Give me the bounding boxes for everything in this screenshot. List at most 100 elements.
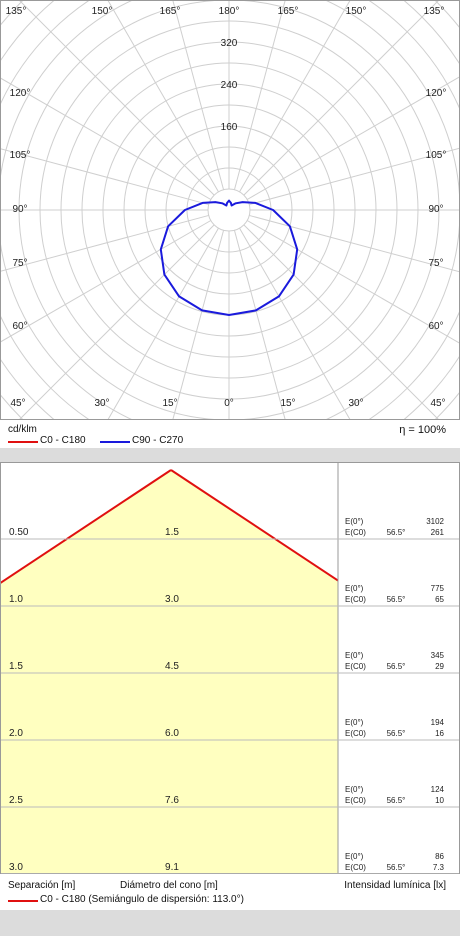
bottom-band — [0, 910, 460, 936]
ec0-label: E(C0) — [345, 729, 366, 738]
ec0-value: 65 — [435, 595, 444, 604]
grid-spoke — [249, 147, 459, 206]
ec0-label: E(C0) — [345, 528, 366, 537]
footer-illuminance-label: Intensidad lumínica [lx] — [344, 880, 446, 891]
angle-label: 60° — [428, 321, 443, 332]
grid-spoke — [249, 214, 459, 273]
diameter-label: 7.6 — [165, 795, 179, 806]
legend-swatch-c90-c270 — [100, 441, 130, 443]
legend-swatch-c0-c180 — [8, 441, 38, 443]
section-separator — [0, 448, 460, 462]
cone-edge-right — [170, 469, 338, 582]
cone-diagram: 0.50 1.5 E(0°) 3102 E(C0) 56.5° 261 1.0 3.0 E(0°)… — [0, 462, 460, 874]
e0-label: E(0°) — [345, 584, 364, 593]
angle-label: 30° — [94, 398, 109, 409]
grid-spoke — [19, 1, 215, 196]
angle-label: 120° — [10, 88, 31, 99]
grid-spoke — [107, 1, 219, 193]
grid-spoke — [107, 227, 219, 419]
angle-label: 165° — [160, 6, 181, 17]
angle-label: 90° — [428, 204, 443, 215]
radial-tick-label: 160 — [221, 122, 238, 133]
e0-label: E(0°) — [345, 651, 364, 660]
radial-tick-label: 320 — [221, 38, 238, 49]
angle-label: 75° — [428, 258, 443, 269]
angle-label: 56.5° — [387, 796, 406, 805]
separation-label: 2.0 — [9, 728, 23, 739]
grid-spoke — [239, 1, 351, 193]
angle-label: 0° — [224, 398, 234, 409]
e0-value: 3102 — [426, 517, 444, 526]
e0-label: E(0°) — [345, 718, 364, 727]
angle-label: 105° — [10, 150, 31, 161]
angle-label: 45° — [10, 398, 25, 409]
cone-legend-swatch — [8, 900, 38, 902]
ec0-label: E(C0) — [345, 796, 366, 805]
angle-label: 135° — [6, 6, 27, 17]
diameter-label: 4.5 — [165, 661, 179, 672]
footer-diameter-label: Diámetro del cono [m] — [120, 880, 218, 891]
e0-label: E(0°) — [345, 517, 364, 526]
angle-label: 60° — [12, 321, 27, 332]
e0-value: 194 — [431, 718, 445, 727]
legend-label-c90-c270: C90 - C270 — [132, 435, 184, 446]
angle-label: 105° — [426, 150, 447, 161]
angle-label: 56.5° — [387, 729, 406, 738]
e0-value: 775 — [431, 584, 445, 593]
cone-body — [1, 469, 338, 873]
grid-spoke — [243, 224, 439, 419]
angle-label: 56.5° — [387, 662, 406, 671]
grid-spoke — [233, 230, 286, 419]
grid-spoke — [172, 1, 225, 190]
angle-label: 165° — [278, 6, 299, 17]
grid-spoke — [1, 214, 209, 272]
legend-label-c0-c180: C0 - C180 — [40, 435, 86, 446]
polar-intensity-chart: 160 240 320 135° 150° 165° 180° 165° 150° 135° 120… — [0, 0, 460, 420]
e0-value: 86 — [435, 852, 444, 861]
separation-label: 2.5 — [9, 795, 23, 806]
grid-spoke — [246, 220, 459, 344]
ec0-value: 10 — [435, 796, 444, 805]
grid-spoke — [172, 230, 225, 419]
angle-label: 150° — [92, 6, 113, 17]
e0-label: E(0°) — [345, 852, 364, 861]
grid-spoke — [1, 220, 212, 343]
series-curve-c90-c270 — [159, 199, 299, 316]
radial-tick-label: 240 — [221, 80, 238, 91]
efficiency-label: η = 100% — [399, 424, 446, 436]
e0-label: E(0°) — [345, 785, 364, 794]
grid-spoke — [246, 76, 459, 200]
angle-label: 135° — [424, 6, 445, 17]
diameter-label: 1.5 — [165, 527, 179, 538]
angle-label: 30° — [348, 398, 363, 409]
diameter-label: 3.0 — [165, 594, 179, 605]
grid-spoke — [243, 1, 439, 196]
grid-spoke — [233, 1, 286, 190]
grid-spoke — [1, 77, 212, 200]
ec0-label: E(C0) — [345, 595, 366, 604]
e0-value: 345 — [431, 651, 445, 660]
angle-label: 15° — [280, 398, 295, 409]
ec0-value: 261 — [431, 528, 445, 537]
ec0-value: 29 — [435, 662, 444, 671]
polar-unit-label: cd/klm — [8, 424, 37, 435]
cone-edge-left — [1, 469, 172, 584]
angle-label: 90° — [12, 204, 27, 215]
ec0-value: 16 — [435, 729, 444, 738]
angle-label: 56.5° — [387, 528, 406, 537]
cone-fill — [1, 470, 338, 873]
e0-value: 124 — [431, 785, 445, 794]
ec0-value: 7.3 — [433, 863, 445, 872]
diameter-label: 6.0 — [165, 728, 179, 739]
grid-spoke — [19, 224, 215, 419]
angle-label: 56.5° — [387, 595, 406, 604]
angle-label: 180° — [219, 6, 240, 17]
separation-label: 1.5 — [9, 661, 23, 672]
ec0-label: E(C0) — [345, 662, 366, 671]
grid-spoke — [239, 227, 351, 419]
separation-label: 3.0 — [9, 862, 23, 873]
angle-label: 45° — [430, 398, 445, 409]
angle-label: 120° — [426, 88, 447, 99]
cone-legend-label: C0 - C180 (Semiángulo de dispersión: 113… — [40, 894, 244, 905]
angle-label: 75° — [12, 258, 27, 269]
